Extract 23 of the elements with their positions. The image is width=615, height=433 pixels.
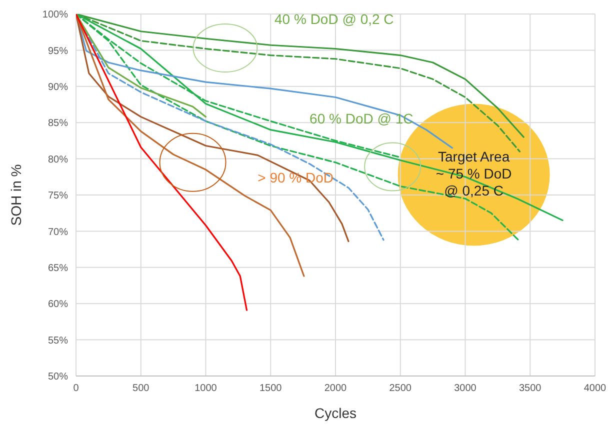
y-tick-label: 80% xyxy=(48,154,68,166)
y-tick-label: 65% xyxy=(48,262,68,274)
y-tick-label: 60% xyxy=(48,299,68,310)
y-tick-label: 50% xyxy=(48,372,68,383)
x-tick-label: 2000 xyxy=(324,383,348,394)
y-tick-label: 70% xyxy=(48,226,68,238)
x-tick-label: 500 xyxy=(132,383,150,394)
y-tick-label: 75% xyxy=(48,190,68,202)
y-axis-title: SOH in % xyxy=(8,164,24,226)
x-tick-label: 1000 xyxy=(194,383,218,394)
x-axis-title: Cycles xyxy=(314,405,357,421)
y-tick-label: 95% xyxy=(48,46,68,57)
y-tick-label: 90% xyxy=(48,82,68,93)
y-tick-label: 85% xyxy=(48,118,68,130)
x-tick-label: 0 xyxy=(73,383,80,394)
x-tick-label: 2500 xyxy=(389,383,412,394)
x-tick-label: 1500 xyxy=(260,383,282,394)
x-tick-label: 3000 xyxy=(454,383,477,394)
y-tick-label: 55% xyxy=(48,335,68,346)
x-tick-label: 4000 xyxy=(584,383,607,394)
x-tick-label: 3500 xyxy=(519,383,542,394)
y-tick-label: 100% xyxy=(42,10,68,21)
annotation: 40 % DoD @ 0,2 C xyxy=(274,10,394,26)
